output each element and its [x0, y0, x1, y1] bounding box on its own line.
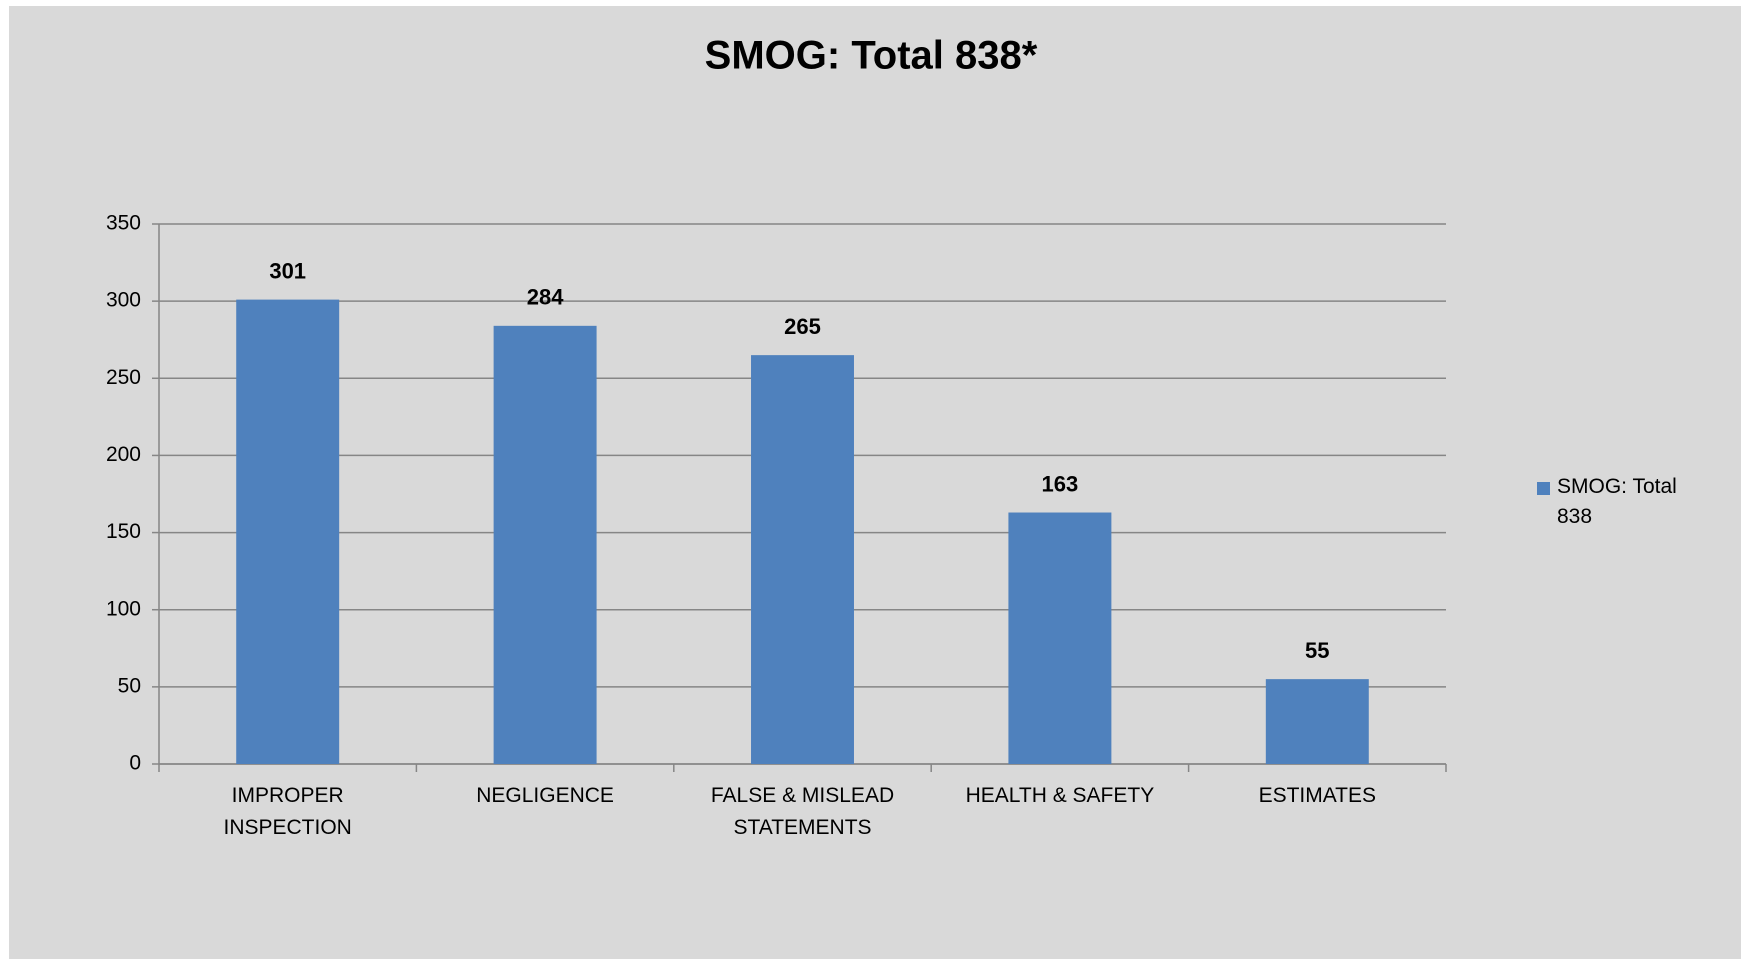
- x-tick-label: HEALTH & SAFETY: [965, 784, 1155, 807]
- x-tick-label: IMPROPER INSPECTION: [223, 784, 352, 839]
- x-tick-label: NEGLIGENCE: [476, 784, 614, 807]
- y-tick-label: 200: [106, 443, 141, 466]
- chart: SMOG: Total 838* 0 50 100 150 200 250 300 350 30…: [106, 34, 1447, 775]
- bar: [751, 355, 854, 764]
- bar: [1008, 512, 1112, 764]
- bar: [493, 325, 597, 764]
- data-label: 284: [527, 285, 564, 310]
- y-tick-label: 300: [106, 289, 141, 312]
- data-label: 301: [269, 258, 306, 283]
- data-label: 55: [1305, 638, 1329, 663]
- y-tick-label: 350: [106, 212, 141, 235]
- legend: SMOG: Total 838: [1537, 472, 1707, 532]
- x-tick-label: ESTIMATES: [1258, 784, 1377, 807]
- legend-label: SMOG: Total 838: [1557, 475, 1677, 528]
- data-label: 265: [784, 314, 821, 339]
- y-tick-label: 50: [118, 674, 141, 697]
- y-tick-label: 150: [106, 520, 141, 543]
- x-tick-label: FALSE & MISLEAD STATEMENTS: [710, 784, 895, 839]
- chart-title: SMOG: Total 838*: [705, 34, 1038, 78]
- bar: [1265, 679, 1369, 764]
- data-label: 163: [1042, 471, 1079, 496]
- y-tick-label: 250: [106, 366, 141, 389]
- legend-swatch: [1537, 482, 1550, 495]
- y-tick-label: 0: [129, 752, 141, 775]
- chart-area: SMOG: Total 838* 0 50 100 150 200 250 300 350 30…: [9, 6, 1741, 959]
- bar: [236, 299, 340, 764]
- y-tick-label: 100: [106, 597, 141, 620]
